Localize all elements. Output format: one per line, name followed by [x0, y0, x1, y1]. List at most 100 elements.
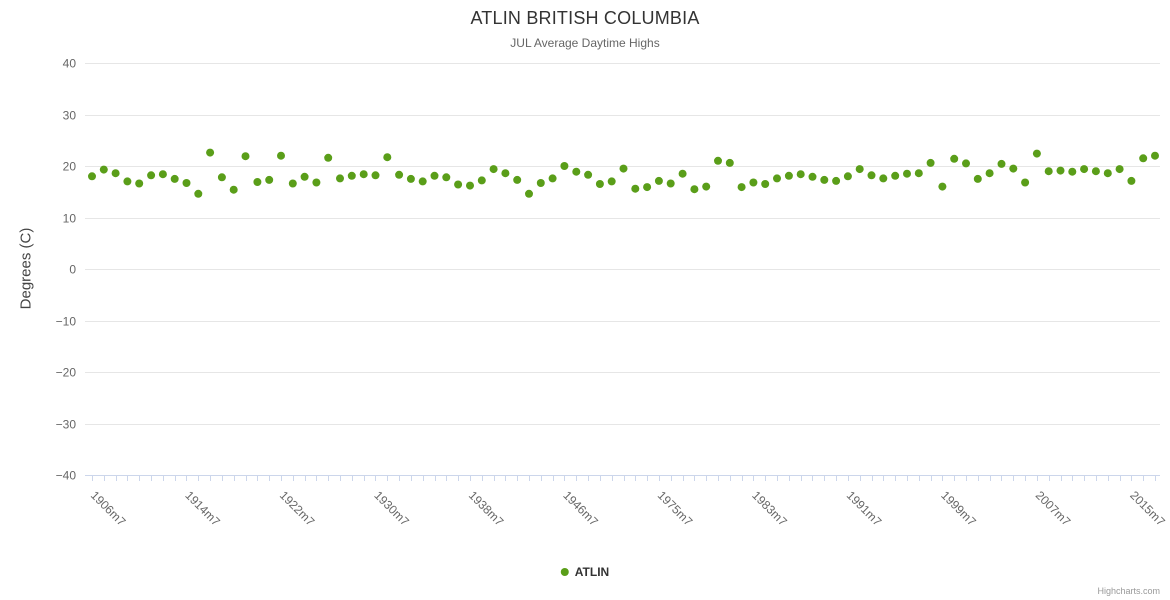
- data-point[interactable]: [619, 164, 628, 173]
- data-point[interactable]: [217, 173, 226, 182]
- data-point[interactable]: [477, 176, 486, 185]
- data-point[interactable]: [855, 165, 864, 174]
- data-point[interactable]: [513, 175, 522, 184]
- data-point[interactable]: [253, 178, 262, 186]
- data-point[interactable]: [383, 153, 392, 162]
- data-point[interactable]: [99, 165, 108, 174]
- chart-title: ATLIN BRITISH COLUMBIA: [470, 8, 700, 28]
- data-point[interactable]: [1068, 167, 1077, 176]
- data-point[interactable]: [867, 171, 876, 180]
- data-point[interactable]: [595, 180, 604, 188]
- data-point[interactable]: [725, 158, 734, 167]
- data-point[interactable]: [525, 189, 533, 198]
- data-point[interactable]: [678, 169, 687, 178]
- data-point[interactable]: [111, 169, 120, 178]
- x-tick-label: 1991m7: [844, 488, 885, 529]
- data-point[interactable]: [879, 174, 888, 183]
- data-point[interactable]: [631, 184, 640, 193]
- data-point[interactable]: [182, 179, 191, 187]
- data-point[interactable]: [914, 169, 923, 178]
- data-point[interactable]: [88, 172, 96, 181]
- y-tick-label: −20: [56, 366, 77, 380]
- data-point[interactable]: [714, 156, 722, 165]
- data-point[interactable]: [572, 167, 581, 176]
- data-point[interactable]: [1127, 176, 1136, 185]
- data-point[interactable]: [584, 170, 593, 179]
- data-point[interactable]: [962, 159, 970, 168]
- data-point[interactable]: [773, 174, 781, 183]
- data-point[interactable]: [1151, 151, 1159, 160]
- data-point[interactable]: [1115, 165, 1124, 174]
- data-point[interactable]: [347, 171, 356, 180]
- data-point[interactable]: [737, 183, 746, 192]
- data-point[interactable]: [808, 172, 817, 181]
- data-point[interactable]: [1044, 167, 1053, 176]
- data-point[interactable]: [312, 178, 321, 187]
- data-point[interactable]: [206, 148, 215, 157]
- data-point[interactable]: [442, 173, 451, 182]
- data-point[interactable]: [548, 174, 557, 183]
- data-point[interactable]: [277, 151, 285, 160]
- data-point[interactable]: [123, 177, 132, 186]
- data-point[interactable]: [926, 158, 935, 167]
- data-point[interactable]: [170, 174, 179, 183]
- data-point[interactable]: [820, 175, 829, 184]
- data-point[interactable]: [418, 177, 427, 186]
- data-point[interactable]: [891, 171, 900, 180]
- data-point[interactable]: [1056, 166, 1065, 175]
- data-point[interactable]: [690, 185, 699, 194]
- data-point[interactable]: [1139, 154, 1148, 163]
- highcharts-credit[interactable]: Highcharts.com: [1097, 586, 1160, 596]
- data-point[interactable]: [158, 170, 167, 179]
- data-point[interactable]: [288, 179, 297, 188]
- x-tick-label: 1975m7: [655, 488, 696, 529]
- data-point[interactable]: [300, 172, 309, 181]
- data-point[interactable]: [903, 169, 911, 178]
- data-point[interactable]: [1091, 167, 1100, 176]
- data-point[interactable]: [666, 179, 675, 188]
- data-point[interactable]: [489, 165, 498, 174]
- data-point[interactable]: [643, 183, 652, 192]
- data-point[interactable]: [241, 152, 250, 161]
- data-point[interactable]: [1009, 164, 1018, 173]
- data-point[interactable]: [536, 179, 545, 187]
- legend-item-atlin[interactable]: ATLIN: [560, 565, 609, 579]
- data-point[interactable]: [938, 182, 947, 191]
- data-point[interactable]: [749, 178, 758, 187]
- data-point[interactable]: [454, 180, 463, 189]
- data-point[interactable]: [1032, 149, 1041, 158]
- data-point[interactable]: [135, 179, 144, 188]
- data-point[interactable]: [560, 162, 569, 170]
- data-point[interactable]: [359, 170, 368, 179]
- data-point[interactable]: [973, 174, 982, 183]
- data-point[interactable]: [501, 169, 510, 178]
- data-point[interactable]: [229, 185, 238, 194]
- data-point[interactable]: [194, 189, 203, 198]
- data-point[interactable]: [324, 153, 333, 162]
- y-tick-label: −30: [56, 418, 77, 432]
- data-point[interactable]: [147, 171, 156, 180]
- data-point[interactable]: [832, 176, 841, 185]
- data-point[interactable]: [702, 182, 711, 191]
- y-axis-title: Degrees (C): [17, 227, 35, 310]
- data-point[interactable]: [796, 170, 805, 179]
- x-tick-label: 1983m7: [749, 488, 790, 529]
- data-point[interactable]: [607, 177, 616, 186]
- data-point[interactable]: [265, 175, 274, 184]
- data-point[interactable]: [1103, 169, 1112, 178]
- data-point[interactable]: [466, 181, 474, 190]
- data-point[interactable]: [1080, 165, 1089, 174]
- data-point[interactable]: [430, 171, 439, 180]
- data-point[interactable]: [843, 172, 852, 181]
- data-point[interactable]: [997, 159, 1006, 168]
- data-point[interactable]: [371, 171, 380, 180]
- data-point[interactable]: [395, 170, 404, 179]
- data-point[interactable]: [950, 154, 959, 163]
- data-point[interactable]: [761, 180, 770, 188]
- data-point[interactable]: [1021, 178, 1030, 187]
- data-point[interactable]: [336, 174, 344, 183]
- data-point[interactable]: [784, 171, 793, 180]
- data-point[interactable]: [985, 169, 994, 178]
- data-point[interactable]: [654, 176, 663, 185]
- data-point[interactable]: [406, 174, 415, 183]
